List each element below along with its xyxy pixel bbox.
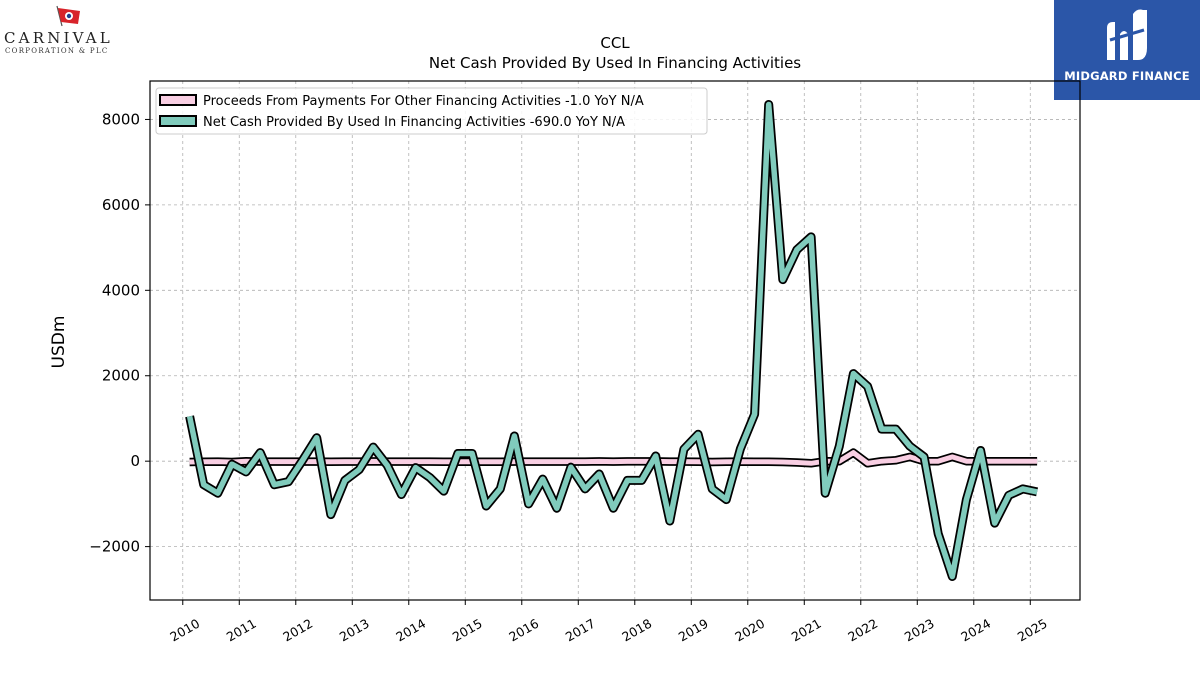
carnival-logo: CARNIVAL CORPORATION & PLC xyxy=(0,0,140,60)
x-tick-label: 2022 xyxy=(845,616,880,645)
legend-box xyxy=(155,87,708,135)
x-tick-label: 2013 xyxy=(337,616,372,645)
series-line xyxy=(186,101,1038,580)
y-tick-label: 2000 xyxy=(102,367,140,385)
series-net-cash xyxy=(185,100,1039,581)
legend-swatch xyxy=(159,115,197,127)
chart-subtitle: Net Cash Provided By Used In Financing A… xyxy=(429,54,801,72)
x-tick-label: 2025 xyxy=(1015,616,1050,645)
plot-frame xyxy=(149,80,1081,601)
carnival-wordmark: CARNIVAL xyxy=(4,29,113,47)
y-tick-label: 8000 xyxy=(102,110,140,128)
x-tick-label: 2010 xyxy=(167,616,202,645)
y-axis: −2000 0 2000 4000 6000 8000 xyxy=(89,110,150,556)
series-layer xyxy=(185,100,1039,581)
legend: Proceeds From Payments For Other Financi… xyxy=(155,87,708,135)
x-tick-label: 2020 xyxy=(732,616,767,645)
x-tick-label: 2023 xyxy=(902,616,937,645)
x-tick-label: 2016 xyxy=(506,616,541,645)
y-tick-label: −2000 xyxy=(89,538,140,556)
x-tick-label: 2014 xyxy=(393,616,428,645)
legend-label: Net Cash Provided By Used In Financing A… xyxy=(203,115,625,130)
y-tick-label: 4000 xyxy=(102,281,140,299)
midgard-logo-icon xyxy=(1107,9,1147,60)
carnival-flag-icon xyxy=(56,5,80,27)
legend-label: Proceeds From Payments For Other Financi… xyxy=(203,94,644,109)
carnival-subtitle: CORPORATION & PLC xyxy=(5,47,109,55)
midgard-finance-name: MIDGARD FINANCE xyxy=(1064,69,1190,83)
x-tick-label: 2015 xyxy=(450,616,485,645)
y-axis-label: USDm xyxy=(49,316,69,369)
midgard-finance-logo: MIDGARD FINANCE xyxy=(1054,0,1200,100)
x-tick-label: 2021 xyxy=(789,616,824,645)
x-tick-label: 2011 xyxy=(224,616,259,645)
x-tick-label: 2024 xyxy=(958,616,993,645)
y-tick-label: 6000 xyxy=(102,196,140,214)
x-tick-label: 2018 xyxy=(619,616,654,645)
chart-title: CCL xyxy=(600,34,630,52)
x-tick-label: 2019 xyxy=(676,616,711,645)
legend-swatch xyxy=(159,94,197,106)
x-axis: 2010 2011 2012 2013 2014 2015 2016 2017 2018 2019… xyxy=(167,600,1050,645)
x-tick-label: 2017 xyxy=(563,616,598,645)
x-tick-label: 2012 xyxy=(280,616,315,645)
y-tick-label: 0 xyxy=(130,452,140,470)
